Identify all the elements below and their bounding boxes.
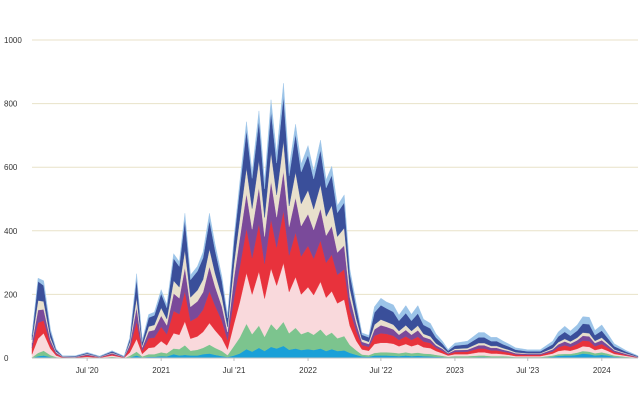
y-tick-label: 400 — [4, 227, 18, 236]
y-tick-label: 800 — [4, 100, 18, 109]
y-tick-label: 600 — [4, 163, 18, 172]
x-tick-label: Jul '21 — [223, 366, 246, 375]
y-tick-label: 200 — [4, 290, 18, 299]
x-tick-label: 2022 — [299, 366, 317, 375]
x-tick-label: 2024 — [593, 366, 611, 375]
axes: 0 200 400 600 800 1000 Jul '20 2021 Jul '21 2022 J… — [4, 36, 638, 375]
x-tick-label: Jul '20 — [76, 366, 99, 375]
x-tick-label: 2021 — [152, 366, 170, 375]
y-tick-label: 1000 — [4, 36, 22, 45]
y-tick-label: 0 — [4, 354, 9, 363]
x-tick-label: Jul '23 — [516, 366, 539, 375]
area-series-8 — [31, 83, 639, 357]
gridlines — [32, 39, 638, 295]
x-tick-label: Jul '22 — [369, 366, 392, 375]
x-tick-label: 2023 — [446, 366, 464, 375]
area-series-group — [31, 83, 639, 359]
